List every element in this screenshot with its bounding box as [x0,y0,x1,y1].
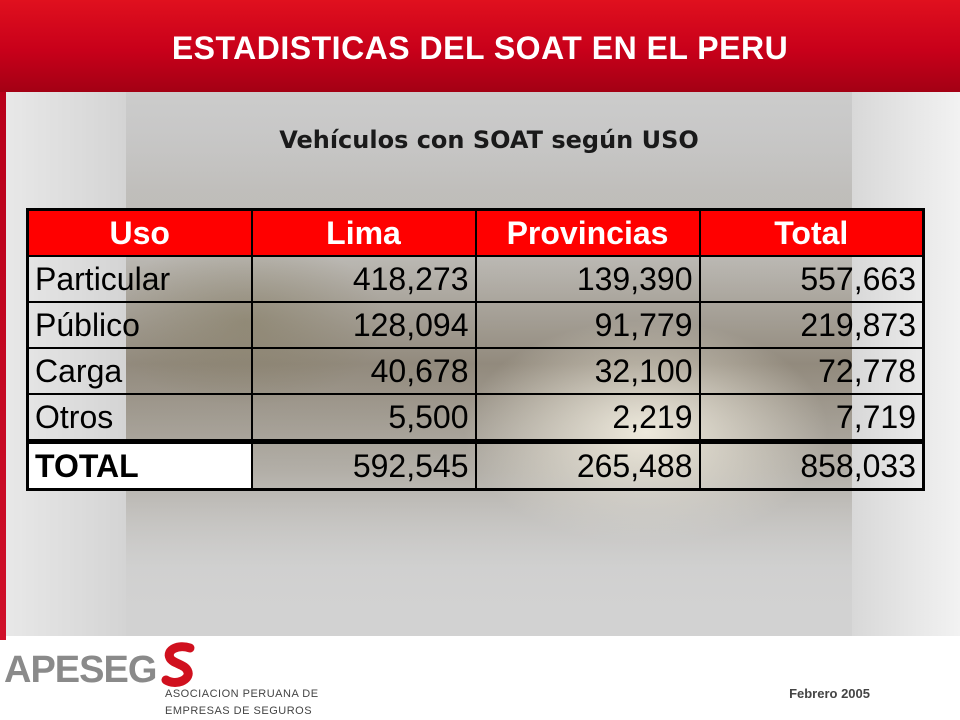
cell-total: 219,873 [698,301,925,349]
logo-wordmark: APESEG [4,649,156,690]
cell-provincias: 32,100 [474,347,701,395]
org-line-2: EMPRESAS DE SEGUROS [165,705,313,717]
cell-lima: 5,500 [250,393,477,443]
cell-lima: 40,678 [250,347,477,395]
apeseg-logo: APESEG [4,642,195,690]
title-band [0,0,960,92]
table-row: Otros 5,500 2,219 7,719 [26,393,925,443]
cell-total-provincias: 265,488 [474,439,701,491]
cell-uso: Particular [26,255,253,303]
table-total-row: TOTAL 592,545 265,488 858,033 [26,439,925,491]
slide-subtitle: Vehículos con SOAT según USO [279,126,699,154]
cell-uso: Carga [26,347,253,395]
table-row: Público 128,094 91,779 219,873 [26,301,925,349]
header-total: Total [698,208,925,257]
logo-s-mark [161,642,195,687]
cell-provincias: 139,390 [474,255,701,303]
cell-total-lima: 592,545 [250,439,477,491]
header-uso: Uso [26,208,253,257]
cell-lima: 128,094 [250,301,477,349]
table-row: Particular 418,273 139,390 557,663 [26,255,925,303]
header-provincias: Provincias [474,208,701,257]
cell-total: 72,778 [698,347,925,395]
cell-total: 7,719 [698,393,925,443]
cell-provincias: 2,219 [474,393,701,443]
slide-title: ESTADISTICAS DEL SOAT EN EL PERU [171,30,789,66]
table-header-row: Uso Lima Provincias Total [26,208,925,257]
header-lima: Lima [250,208,477,257]
cell-uso: Público [26,301,253,349]
cell-grand-total: 858,033 [698,439,925,491]
slide-date: Febrero 2005 [789,686,870,701]
soat-usage-table: Uso Lima Provincias Total Particular 418… [26,208,925,491]
left-red-strip [0,92,6,640]
cell-provincias: 91,779 [474,301,701,349]
cell-total: 557,663 [698,255,925,303]
cell-uso: Otros [26,393,253,443]
cell-total-label: TOTAL [26,439,253,491]
organization-name: ASOCIACION PERUANA DE EMPRESAS DE SEGURO… [165,686,319,720]
cell-lima: 418,273 [250,255,477,303]
org-line-1: ASOCIACION PERUANA DE [165,688,319,700]
table-row: Carga 40,678 32,100 72,778 [26,347,925,395]
